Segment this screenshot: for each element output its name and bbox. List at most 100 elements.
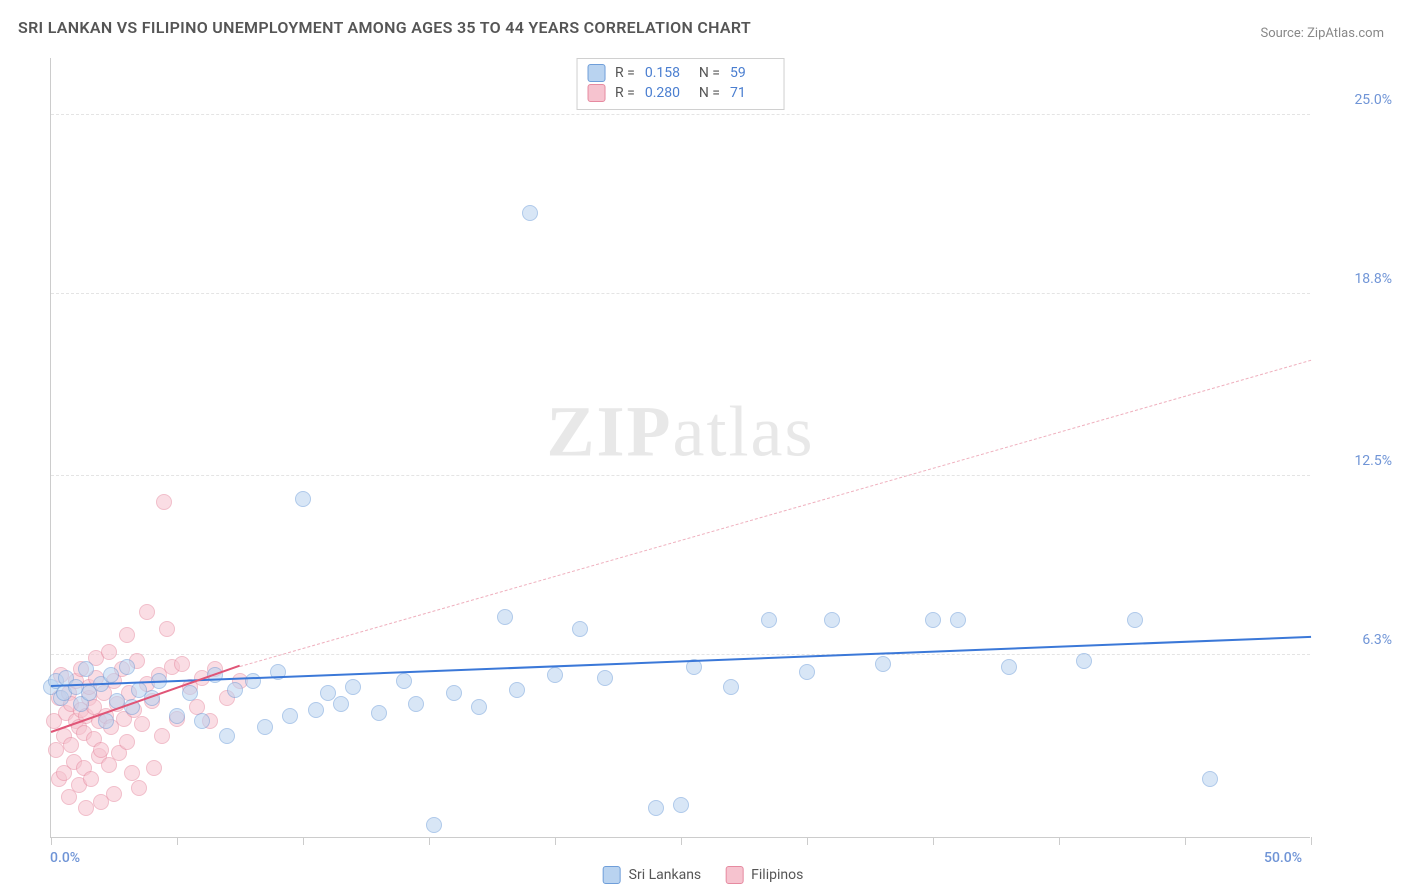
gridline-h: 12.5% (51, 475, 1310, 476)
data-point-sri_lankans (371, 705, 387, 721)
watermark-zip: ZIP (547, 391, 673, 471)
legend: Sri Lankans Filipinos (603, 866, 804, 884)
data-point-sri_lankans (426, 817, 442, 833)
stats-r-value: 0.158 (645, 65, 689, 81)
legend-label: Sri Lankans (629, 867, 702, 883)
data-point-sri_lankans (875, 656, 891, 672)
stats-n-value: 59 (730, 65, 774, 81)
data-point-sri_lankans (1001, 659, 1017, 675)
source-link[interactable]: ZipAtlas.com (1307, 26, 1384, 41)
data-point-sri_lankans (282, 708, 298, 724)
data-point-filipinos (83, 771, 99, 787)
y-tick-label: 25.0% (1322, 92, 1392, 108)
data-point-sri_lankans (245, 673, 261, 689)
data-point-sri_lankans (194, 713, 210, 729)
data-point-sri_lankans (471, 699, 487, 715)
watermark-atlas: atlas (673, 391, 815, 471)
data-point-sri_lankans (1202, 771, 1218, 787)
data-point-filipinos (154, 728, 170, 744)
x-tick (555, 837, 556, 845)
swatch-sri_lankans (587, 64, 605, 82)
data-point-sri_lankans (78, 661, 94, 677)
data-point-sri_lankans (824, 612, 840, 628)
data-point-sri_lankans (396, 673, 412, 689)
data-point-filipinos (106, 786, 122, 802)
data-point-sri_lankans (950, 612, 966, 628)
x-tick (933, 837, 934, 845)
legend-swatch-sri_lankans (603, 866, 621, 884)
x-tick (429, 837, 430, 845)
stats-r-value: 0.280 (645, 85, 689, 101)
plot-area: ZIPatlas R = 0.158 N = 59 R = 0.280 N = 71 6.3%… (50, 58, 1310, 838)
x-tick (177, 837, 178, 845)
data-point-filipinos (119, 627, 135, 643)
data-point-sri_lankans (925, 612, 941, 628)
data-point-filipinos (159, 621, 175, 637)
data-point-sri_lankans (761, 612, 777, 628)
x-tick (51, 837, 52, 845)
gridline-h: 6.3% (51, 654, 1310, 655)
source-prefix: Source: (1260, 26, 1307, 41)
data-point-sri_lankans (227, 682, 243, 698)
data-point-sri_lankans (1127, 612, 1143, 628)
source-label: Source: ZipAtlas.com (1260, 26, 1384, 41)
trendline-sri-lankans (51, 636, 1311, 687)
data-point-sri_lankans (119, 659, 135, 675)
stats-row-filipinos: R = 0.280 N = 71 (587, 83, 774, 103)
data-point-sri_lankans (446, 685, 462, 701)
data-point-sri_lankans (257, 719, 273, 735)
data-point-sri_lankans (509, 682, 525, 698)
stats-r-label: R = (615, 65, 635, 81)
data-point-sri_lankans (522, 205, 538, 221)
x-tick (807, 837, 808, 845)
y-tick-label: 18.8% (1322, 271, 1392, 287)
data-point-sri_lankans (648, 800, 664, 816)
data-point-sri_lankans (98, 713, 114, 729)
data-point-filipinos (156, 494, 172, 510)
data-point-sri_lankans (1076, 653, 1092, 669)
x-tick (1059, 837, 1060, 845)
data-point-sri_lankans (408, 696, 424, 712)
stats-n-label: N = (699, 85, 720, 101)
data-point-filipinos (63, 737, 79, 753)
x-min-label: 0.0% (50, 850, 80, 866)
data-point-sri_lankans (333, 696, 349, 712)
data-point-sri_lankans (308, 702, 324, 718)
data-point-sri_lankans (182, 685, 198, 701)
data-point-sri_lankans (597, 670, 613, 686)
data-point-filipinos (139, 604, 155, 620)
data-point-filipinos (48, 742, 64, 758)
y-tick-label: 12.5% (1322, 453, 1392, 469)
data-point-sri_lankans (295, 491, 311, 507)
stats-n-value: 71 (730, 85, 774, 101)
data-point-filipinos (131, 780, 147, 796)
data-point-sri_lankans (219, 728, 235, 744)
data-point-sri_lankans (169, 708, 185, 724)
data-point-filipinos (119, 734, 135, 750)
y-tick-label: 6.3% (1322, 632, 1392, 648)
data-point-sri_lankans (723, 679, 739, 695)
data-point-sri_lankans (103, 667, 119, 683)
x-tick (303, 837, 304, 845)
data-point-filipinos (174, 656, 190, 672)
data-point-sri_lankans (547, 667, 563, 683)
swatch-filipinos (587, 84, 605, 102)
legend-item-sri_lankans: Sri Lankans (603, 866, 702, 884)
stats-r-label: R = (615, 85, 635, 101)
correlation-stats-box: R = 0.158 N = 59 R = 0.280 N = 71 (576, 58, 785, 110)
watermark: ZIPatlas (547, 390, 815, 473)
legend-label: Filipinos (751, 867, 803, 883)
data-point-filipinos (101, 644, 117, 660)
data-point-sri_lankans (345, 679, 361, 695)
data-point-sri_lankans (572, 621, 588, 637)
data-point-sri_lankans (673, 797, 689, 813)
data-point-filipinos (134, 716, 150, 732)
gridline-h: 18.8% (51, 293, 1310, 294)
x-tick (681, 837, 682, 845)
x-tick (1185, 837, 1186, 845)
data-point-filipinos (78, 800, 94, 816)
data-point-sri_lankans (799, 664, 815, 680)
data-point-sri_lankans (497, 609, 513, 625)
data-point-filipinos (146, 760, 162, 776)
stats-row-sri_lankans: R =0.158N =59 (587, 63, 774, 83)
